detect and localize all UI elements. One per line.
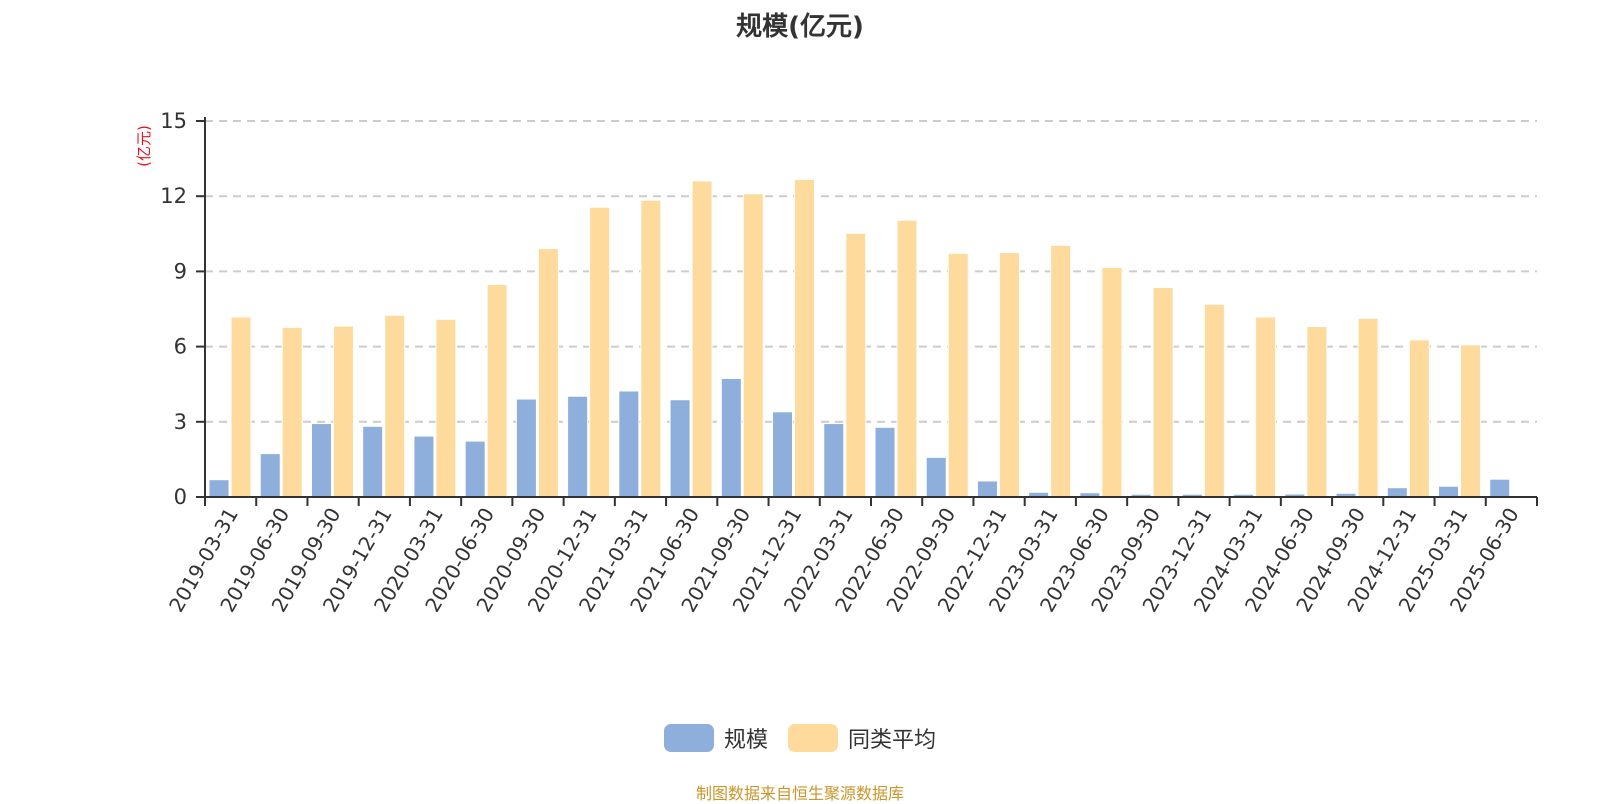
bar-peer-average[interactable] bbox=[896, 219, 918, 498]
bar-peer-average[interactable] bbox=[230, 316, 252, 498]
data-source-footer: 制图数据来自恒生聚源数据库 bbox=[695, 784, 904, 803]
bar-peer-average[interactable] bbox=[589, 206, 611, 498]
bar-peer-average[interactable] bbox=[845, 232, 867, 498]
bar-scale[interactable] bbox=[310, 423, 332, 498]
bar-peer-average[interactable] bbox=[640, 199, 662, 498]
bar-peer-average[interactable] bbox=[486, 283, 508, 498]
bar-peer-average[interactable] bbox=[332, 325, 354, 498]
bar-scale[interactable] bbox=[669, 399, 691, 498]
axes bbox=[196, 117, 1537, 498]
bar-peer-average[interactable] bbox=[1357, 317, 1379, 498]
bar-scale[interactable] bbox=[1386, 487, 1408, 498]
bar-scale[interactable] bbox=[567, 395, 589, 498]
bar-scale[interactable] bbox=[925, 456, 947, 498]
x-axis-ticks: 2019-03-312019-06-302019-09-302019-12-31… bbox=[164, 497, 1538, 616]
bar-peer-average[interactable] bbox=[1203, 303, 1225, 498]
bar-peer-average[interactable] bbox=[794, 178, 816, 498]
bar-peer-average[interactable] bbox=[1306, 326, 1328, 498]
bar-scale[interactable] bbox=[823, 423, 845, 498]
bar-chart: 0 3 6 9 12 15 2019-03-312019-06-302019-09-302… bbox=[135, 109, 1538, 616]
bar-peer-average[interactable] bbox=[998, 252, 1020, 498]
legend-swatch-peer-average bbox=[788, 724, 838, 752]
chart-title: 规模(亿元) bbox=[736, 12, 864, 42]
bar-scale[interactable] bbox=[515, 398, 537, 498]
bar-scale[interactable] bbox=[976, 480, 998, 498]
y-tick-label: 12 bbox=[160, 184, 187, 208]
legend-item-scale[interactable]: 规模 bbox=[663, 722, 768, 754]
bar-peer-average[interactable] bbox=[537, 248, 559, 498]
bar-scale[interactable] bbox=[720, 377, 742, 498]
legend: 规模 同类平均 bbox=[0, 722, 1600, 754]
bar-peer-average[interactable] bbox=[1050, 244, 1072, 498]
legend-label-peer-average: 同类平均 bbox=[848, 728, 937, 753]
y-axis-unit-label: (亿元) bbox=[135, 125, 153, 167]
bar-scale[interactable] bbox=[464, 440, 486, 498]
bar-scale[interactable] bbox=[362, 425, 384, 498]
bar-scale[interactable] bbox=[618, 390, 640, 498]
bar-peer-average[interactable] bbox=[1460, 344, 1482, 498]
bar-peer-average[interactable] bbox=[1408, 339, 1430, 498]
y-tick-label: 3 bbox=[174, 410, 187, 434]
bar-peer-average[interactable] bbox=[1255, 316, 1277, 498]
bar-scale[interactable] bbox=[1438, 485, 1460, 498]
bar-peer-average[interactable] bbox=[435, 318, 457, 498]
legend-item-peer-average[interactable]: 同类平均 bbox=[788, 722, 936, 754]
bar-scale[interactable] bbox=[772, 411, 794, 498]
bar-peer-average[interactable] bbox=[691, 180, 713, 498]
bar-peer-average[interactable] bbox=[1152, 286, 1174, 498]
bar-scale[interactable] bbox=[208, 479, 230, 498]
bar-peer-average[interactable] bbox=[281, 326, 303, 498]
y-tick-label: 9 bbox=[174, 259, 187, 283]
y-axis-ticks: 0 3 6 9 12 15 bbox=[160, 109, 205, 509]
bar-scale[interactable] bbox=[1489, 478, 1511, 498]
legend-swatch-scale bbox=[663, 724, 714, 752]
y-tick-label: 15 bbox=[160, 109, 187, 133]
y-tick-label: 6 bbox=[174, 335, 187, 359]
bar-series bbox=[208, 178, 1511, 498]
bar-peer-average[interactable] bbox=[1101, 266, 1123, 498]
legend-label-scale: 规模 bbox=[723, 728, 768, 753]
bar-peer-average[interactable] bbox=[384, 314, 406, 498]
bar-scale[interactable] bbox=[413, 435, 435, 498]
bar-peer-average[interactable] bbox=[947, 252, 969, 498]
bar-peer-average[interactable] bbox=[742, 193, 764, 498]
bar-scale[interactable] bbox=[874, 426, 896, 498]
y-tick-label: 0 bbox=[174, 485, 187, 509]
bar-scale[interactable] bbox=[259, 453, 281, 498]
